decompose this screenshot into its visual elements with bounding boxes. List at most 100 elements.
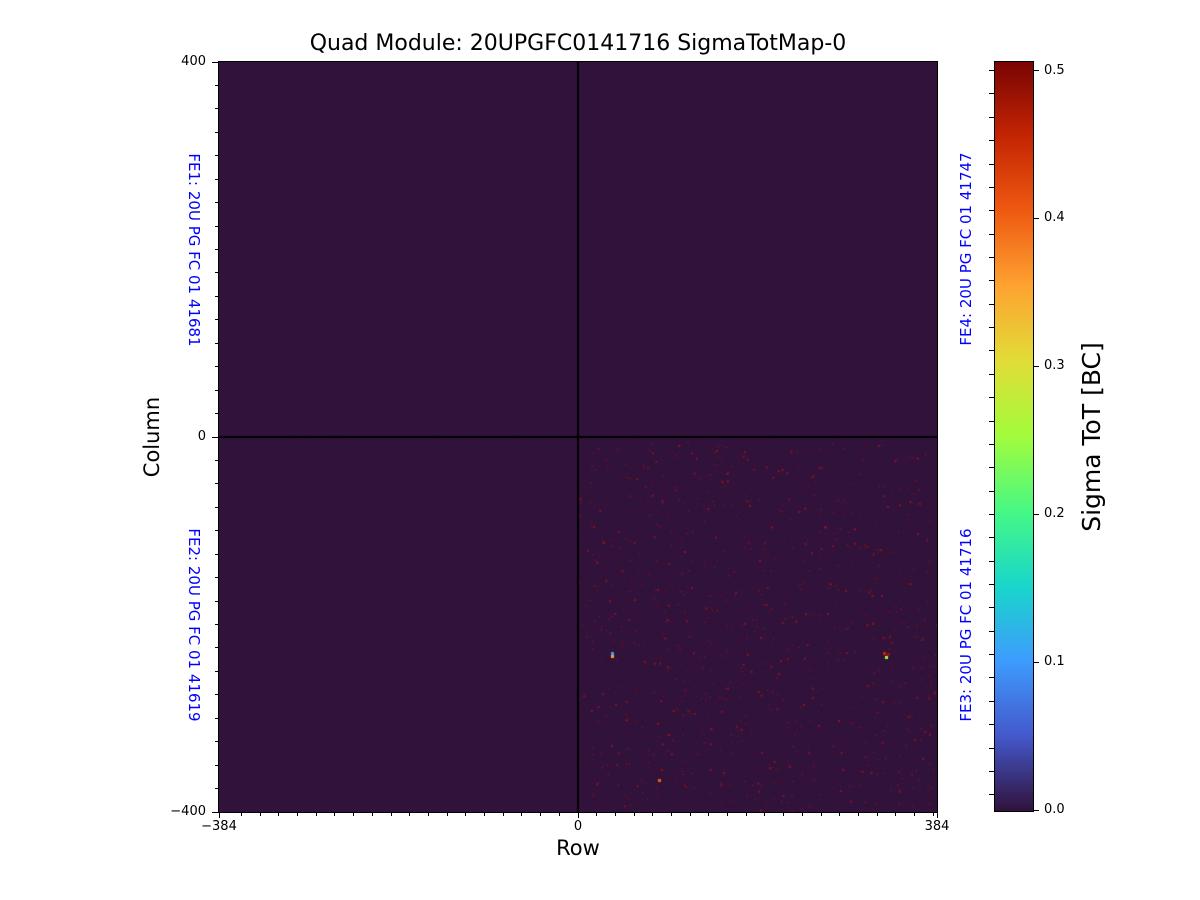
- y-minor-tick: [214, 483, 218, 485]
- colorbar-tick-label: 0.0: [1044, 802, 1065, 817]
- y-minor-tick: [214, 717, 218, 719]
- y-tick-label: −400: [170, 804, 206, 819]
- x-minor-tick: [857, 812, 859, 816]
- y-minor-tick: [214, 694, 218, 696]
- y-minor-tick: [214, 366, 218, 368]
- y-minor-tick: [214, 202, 218, 204]
- colorbar-minor-tick: [989, 654, 994, 656]
- x-minor-tick: [427, 812, 429, 816]
- colorbar-minor-tick: [989, 513, 994, 515]
- y-minor-tick: [214, 670, 218, 672]
- colorbar-tick-label: 0.2: [1044, 506, 1065, 522]
- colorbar-major-tick: [1034, 365, 1039, 367]
- y-minor-tick: [214, 108, 218, 110]
- colorbar-minor-tick: [989, 93, 994, 95]
- colorbar-major-tick: [1034, 513, 1039, 515]
- fe3-chip-label: FE3: 20U PG FC 01 41716: [957, 528, 975, 722]
- x-axis-label: Row: [556, 836, 600, 860]
- x-minor-tick: [839, 812, 841, 816]
- colorbar-minor-tick: [989, 233, 994, 235]
- y-minor-tick: [214, 342, 218, 344]
- x-minor-tick: [932, 812, 934, 816]
- x-minor-tick: [876, 812, 878, 816]
- x-minor-tick: [801, 812, 803, 816]
- x-minor-tick: [652, 812, 654, 816]
- colorbar-minor-tick: [989, 186, 994, 188]
- x-minor-tick: [596, 812, 598, 816]
- y-tick-label: 400: [181, 54, 206, 69]
- colorbar: [994, 61, 1034, 812]
- colorbar-minor-tick: [989, 140, 994, 142]
- y-minor-tick: [214, 272, 218, 274]
- x-minor-tick: [315, 812, 317, 816]
- colorbar-minor-tick: [989, 116, 994, 118]
- y-minor-tick: [214, 764, 218, 766]
- x-tick-label: 384: [924, 819, 950, 834]
- x-minor-tick: [689, 812, 691, 816]
- colorbar-minor-tick: [989, 303, 994, 305]
- y-minor-tick: [214, 647, 218, 649]
- colorbar-minor-tick: [989, 724, 994, 726]
- x-minor-tick: [614, 812, 616, 816]
- x-minor-tick: [390, 812, 392, 816]
- y-tick-label: 0: [197, 429, 206, 444]
- colorbar-major-tick: [1034, 809, 1039, 811]
- chart-title: Quad Module: 20UPGFC0141716 SigmaTotMap-…: [309, 31, 847, 56]
- colorbar-minor-tick: [989, 537, 994, 539]
- y-minor-tick: [214, 741, 218, 743]
- colorbar-minor-tick: [989, 607, 994, 609]
- x-minor-tick: [820, 812, 822, 816]
- x-major-tick: [936, 812, 938, 818]
- colorbar-minor-tick: [989, 747, 994, 749]
- x-minor-tick: [670, 812, 672, 816]
- y-minor-tick: [214, 600, 218, 602]
- x-minor-tick: [278, 812, 280, 816]
- y-minor-tick: [214, 225, 218, 227]
- y-minor-tick: [214, 624, 218, 625]
- colorbar-minor-tick: [989, 420, 994, 422]
- x-minor-tick: [783, 812, 785, 816]
- y-minor-tick: [214, 577, 218, 579]
- x-minor-tick: [334, 812, 336, 816]
- colorbar-major-tick: [1034, 70, 1039, 72]
- heatmap-plot: [218, 61, 938, 813]
- y-minor-tick: [214, 178, 218, 180]
- colorbar-minor-tick: [989, 350, 994, 352]
- y-minor-tick: [214, 788, 218, 790]
- colorbar-minor-tick: [989, 560, 994, 562]
- x-minor-tick: [240, 812, 242, 816]
- x-major-tick: [218, 812, 220, 818]
- y-minor-tick: [214, 84, 218, 86]
- colorbar-tick-label: 0.5: [1044, 62, 1065, 78]
- y-minor-tick: [214, 389, 218, 391]
- x-major-tick: [577, 812, 579, 818]
- y-minor-tick: [214, 155, 218, 157]
- x-minor-tick: [764, 812, 766, 816]
- colorbar-minor-tick: [989, 210, 994, 212]
- colorbar-tick-label: 0.3: [1044, 358, 1065, 374]
- colorbar-minor-tick: [989, 467, 994, 469]
- y-minor-tick: [214, 249, 218, 250]
- y-minor-tick: [214, 506, 218, 508]
- colorbar-minor-tick: [989, 770, 994, 772]
- x-minor-tick: [409, 812, 411, 816]
- colorbar-minor-tick: [989, 280, 994, 282]
- fe2-chip-label: FE2: 20U PG FC 01 41619: [185, 528, 203, 722]
- colorbar-major-tick: [1034, 661, 1039, 663]
- x-tick-label: 0: [573, 819, 583, 834]
- y-minor-tick: [214, 530, 218, 532]
- x-minor-tick: [745, 812, 747, 816]
- x-minor-tick: [465, 812, 467, 816]
- colorbar-minor-tick: [989, 677, 994, 679]
- x-minor-tick: [371, 812, 373, 816]
- colorbar-minor-tick: [989, 700, 994, 702]
- colorbar-minor-tick: [989, 630, 994, 632]
- colorbar-minor-tick: [989, 163, 994, 165]
- x-minor-tick: [484, 812, 485, 816]
- y-minor-tick: [214, 295, 218, 297]
- colorbar-minor-tick: [989, 327, 994, 329]
- colorbar-major-tick: [1034, 217, 1039, 219]
- x-minor-tick: [446, 812, 448, 816]
- y-minor-tick: [214, 459, 218, 461]
